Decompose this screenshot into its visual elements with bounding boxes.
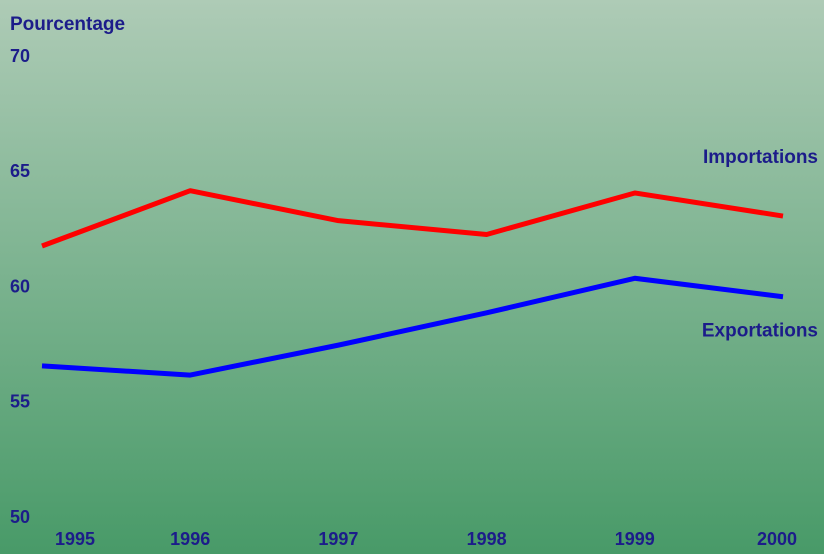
x-tick-label: 1999 — [615, 529, 655, 549]
y-tick-label: 65 — [10, 161, 30, 181]
series-label: Exportations — [702, 321, 818, 342]
x-tick-label: 1998 — [467, 529, 507, 549]
x-tick-label: 1995 — [55, 529, 95, 549]
series-label: Importations — [703, 147, 818, 168]
x-tick-label: 1997 — [318, 529, 358, 549]
y-tick-label: 50 — [10, 507, 30, 527]
series-line — [41, 275, 784, 378]
y-tick-label: 55 — [10, 392, 30, 412]
y-tick-label: 70 — [10, 46, 30, 66]
x-tick-label: 1996 — [170, 529, 210, 549]
x-tick-label: 2000 — [757, 529, 797, 549]
y-tick-label: 60 — [10, 276, 30, 296]
y-axis-label: Pourcentage — [10, 14, 125, 35]
series-line — [41, 188, 784, 249]
